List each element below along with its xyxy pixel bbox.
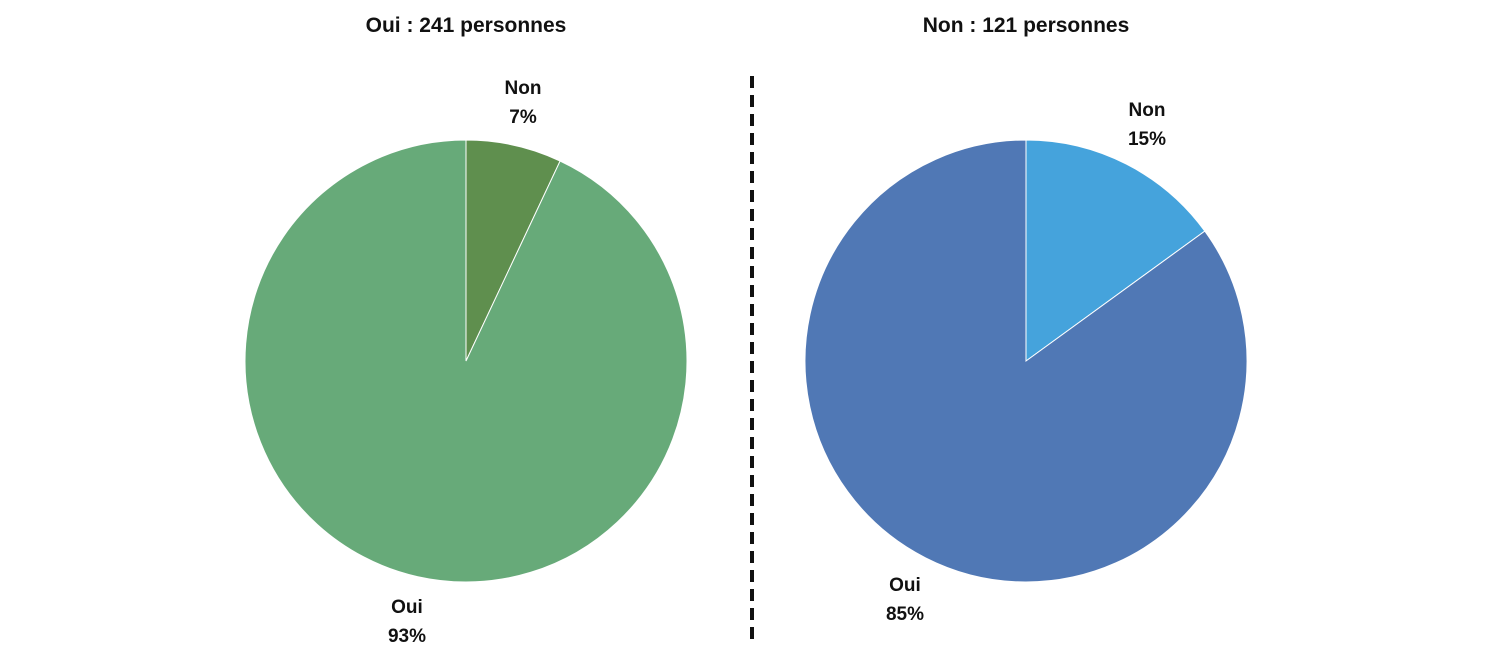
slice-label-right-non: Non <box>1129 100 1166 121</box>
slice-label-left-oui: Oui <box>391 597 423 618</box>
slice-value-right-non: 15% <box>1128 129 1166 150</box>
pie-slice-left-oui <box>244 139 688 583</box>
pie-chart-left: Oui : 241 personnes Non 7% Oui 93% <box>244 14 688 647</box>
slice-value-right-oui: 85% <box>886 604 924 625</box>
pie-chart-right: Non : 121 personnes Non 15% Oui 85% <box>804 14 1248 625</box>
chart-title-left: Oui : 241 personnes <box>366 14 567 37</box>
pie-slice-right-non <box>1025 139 1206 362</box>
slice-label-left-non: Non <box>505 78 542 99</box>
slice-value-left-non: 7% <box>509 107 537 128</box>
chart-title-right: Non : 121 personnes <box>923 14 1130 37</box>
slice-label-right-oui: Oui <box>889 575 921 596</box>
slice-value-left-oui: 93% <box>388 626 426 647</box>
pie-slice-right-oui <box>804 139 1248 583</box>
